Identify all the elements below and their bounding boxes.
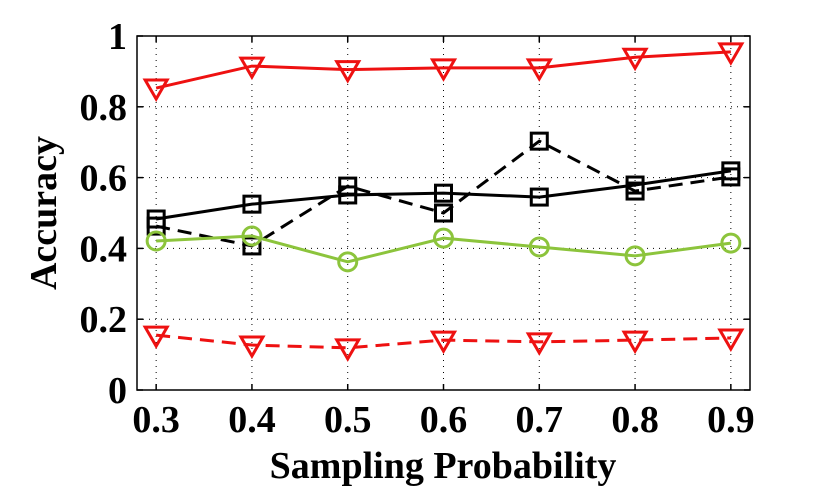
point: [624, 245, 646, 267]
series-line: [155, 50, 731, 90]
point: [529, 187, 549, 207]
y-tick-label: 0.6: [80, 158, 128, 200]
x-axis-label: Sampling Probability: [270, 445, 617, 487]
point: [720, 232, 742, 254]
x-tick-label: 0.8: [611, 399, 659, 441]
point: [142, 78, 170, 103]
point: [621, 330, 649, 355]
point: [434, 203, 453, 223]
y-tick-label: 0.8: [80, 87, 128, 129]
point: [434, 183, 453, 203]
point: [525, 58, 553, 82]
x-tick-label: 0.4: [228, 399, 276, 441]
point: [717, 42, 745, 66]
point: [334, 338, 362, 362]
point: [621, 47, 649, 72]
point: [241, 225, 263, 247]
point: [528, 236, 550, 258]
x-tick-label: 0.5: [324, 399, 372, 441]
point: [238, 335, 266, 360]
series-line: [155, 169, 732, 221]
y-tick-label: 0.2: [80, 299, 128, 341]
point: [433, 227, 454, 249]
series-line: [156, 234, 732, 264]
point: [717, 328, 745, 352]
x-tick-label: 0.9: [707, 399, 755, 441]
point: [334, 60, 362, 84]
y-tick-label: 0: [108, 370, 127, 412]
point: [238, 56, 266, 81]
point: [145, 230, 167, 252]
plot-frame: [136, 35, 751, 391]
point: [146, 216, 166, 236]
point: [625, 181, 645, 201]
y-tick-label: 0.4: [80, 228, 128, 270]
point: [721, 167, 741, 187]
point: [429, 58, 458, 82]
y-tick-label: 1: [108, 16, 127, 58]
point: [529, 131, 549, 151]
y-axis-label: Accuracy: [23, 136, 65, 290]
point: [337, 251, 359, 273]
series-line: [156, 333, 731, 350]
x-tick-label: 0.7: [516, 399, 564, 441]
x-tick-label: 0.6: [420, 399, 468, 441]
point: [429, 330, 458, 355]
point: [142, 325, 170, 350]
point: [242, 194, 262, 214]
point: [525, 332, 553, 356]
x-tick-label: 0.3: [132, 399, 180, 441]
point: [338, 176, 358, 196]
point: [242, 236, 262, 256]
